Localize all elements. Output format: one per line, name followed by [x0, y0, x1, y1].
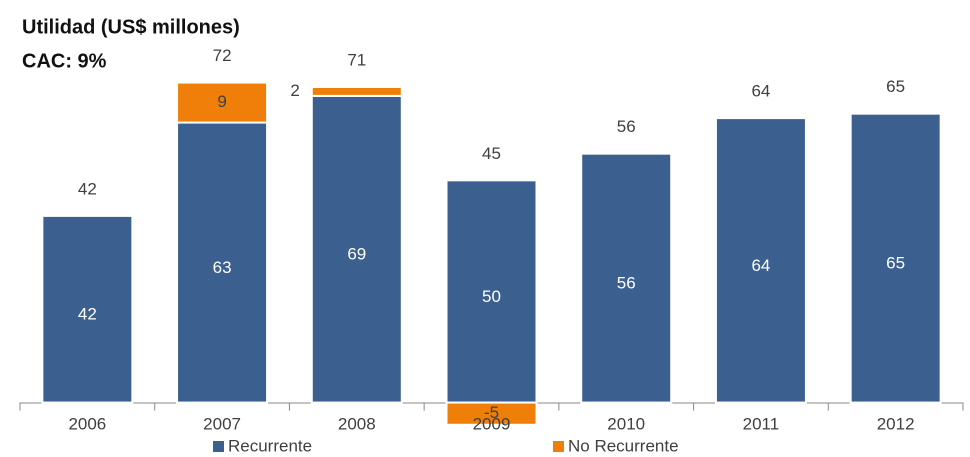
total-label: 45 [482, 144, 501, 163]
data-label: 69 [347, 245, 366, 264]
x-tick-label: 2009 [473, 414, 511, 433]
legend-label: No Recurrente [568, 436, 679, 455]
bar-segment [580, 152, 673, 404]
bar-segment [310, 94, 403, 404]
data-label: 9 [217, 92, 226, 111]
x-tick-label: 2010 [607, 414, 645, 433]
chart-subtitle: CAC: 9% [22, 50, 107, 72]
data-label: 65 [886, 254, 905, 273]
data-label: 42 [78, 305, 97, 324]
bar-segment [714, 117, 807, 404]
x-tick-label: 2008 [338, 414, 376, 433]
total-label: 71 [347, 50, 366, 69]
data-label: 56 [617, 274, 636, 293]
bar-segment [849, 112, 942, 404]
legend-swatch [213, 441, 224, 452]
data-label: 2 [290, 81, 299, 100]
chart-title: Utilidad (US$ millones) [22, 16, 240, 38]
total-label: 72 [213, 46, 232, 65]
legend-label: Recurrente [228, 436, 312, 455]
data-label: 63 [213, 258, 232, 277]
total-label: 56 [617, 117, 636, 136]
x-tick-label: 2006 [68, 414, 106, 433]
bar-segment [41, 214, 134, 404]
data-label: 64 [751, 256, 770, 275]
bar-segment [176, 81, 269, 124]
bar-segment [310, 86, 403, 97]
x-tick-label: 2007 [203, 414, 241, 433]
total-label: 42 [78, 179, 97, 198]
total-label: 64 [751, 82, 770, 101]
bar-segment [445, 401, 538, 426]
legend-swatch [553, 441, 564, 452]
data-label: 50 [482, 287, 501, 306]
x-tick-label: 2011 [743, 414, 780, 433]
bar-segment [176, 121, 269, 404]
total-label: 65 [886, 77, 905, 96]
data-label: -5 [484, 403, 499, 422]
x-tick-label: 2012 [877, 414, 915, 433]
